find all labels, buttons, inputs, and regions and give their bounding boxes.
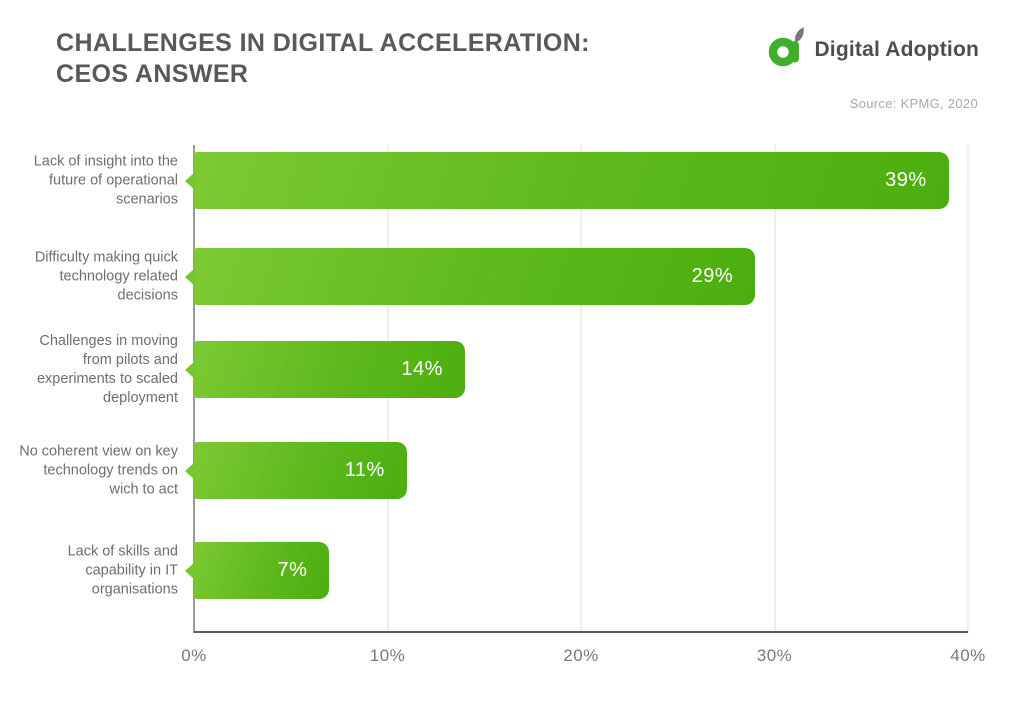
bar-value-label: 11% bbox=[344, 459, 385, 481]
x-tick-20: 20% bbox=[563, 646, 599, 665]
category-label-column: Lack of insight into the future of opera… bbox=[18, 145, 178, 633]
x-tick-30: 30% bbox=[756, 646, 793, 665]
brand-name: Digital Adoption bbox=[814, 37, 979, 61]
bar-value-label: 7% bbox=[277, 559, 308, 581]
bar-value-label: 39% bbox=[885, 169, 927, 191]
bar-difficulty-decisions: 29% bbox=[185, 248, 756, 305]
bar-pointer-left-icon bbox=[185, 461, 195, 480]
page-title-line2: CEOS ANSWER bbox=[56, 60, 249, 88]
gridline-40pct bbox=[967, 145, 969, 633]
category-label-1: Lack of insight into the future of opera… bbox=[33, 153, 178, 208]
bar-value-label: 14% bbox=[401, 358, 443, 380]
category-label-2: Difficulty making quick technology relat… bbox=[34, 249, 178, 304]
chart-area: 39% 29% 14% 11% 7% bbox=[185, 145, 969, 633]
x-axis-tick-labels: 0% 10% 20% 30% 40% bbox=[181, 646, 985, 670]
category-label-5: Lack of skills and capability in IT orga… bbox=[67, 543, 178, 598]
digital-adoption-logo-icon bbox=[768, 26, 808, 73]
category-label-3: Challenges in moving from pilots and exp… bbox=[36, 333, 178, 406]
category-label-4: No coherent view on key technology trend… bbox=[19, 443, 178, 498]
bar-pilots-to-scaled: 14% bbox=[185, 341, 465, 398]
x-axis-line bbox=[194, 631, 968, 633]
gridline-20pct bbox=[580, 145, 582, 633]
bar-pointer-left-icon bbox=[185, 267, 195, 286]
bar-lack-of-insight: 39% bbox=[185, 152, 949, 209]
x-tick-10: 10% bbox=[369, 646, 406, 665]
bar-pointer-left-icon bbox=[185, 171, 195, 190]
bar-pointer-left-icon bbox=[185, 561, 195, 580]
page-title: CHALLENGES IN DIGITAL ACCELERATION: CEOS… bbox=[56, 28, 590, 90]
gridline-30pct bbox=[774, 145, 775, 633]
source-note: Source: KPMG, 2020 bbox=[849, 96, 978, 111]
brand-logo: Digital Adoption bbox=[768, 26, 979, 73]
x-tick-0: 0% bbox=[181, 646, 207, 665]
bar-no-coherent-view: 11% bbox=[185, 442, 407, 499]
bar-pointer-left-icon bbox=[185, 360, 195, 379]
bar-value-label: 29% bbox=[691, 265, 734, 287]
bar-lack-of-skills: 7% bbox=[185, 542, 330, 599]
page-title-line1: CHALLENGES IN DIGITAL ACCELERATION: bbox=[56, 29, 590, 57]
x-tick-40: 40% bbox=[950, 646, 986, 665]
